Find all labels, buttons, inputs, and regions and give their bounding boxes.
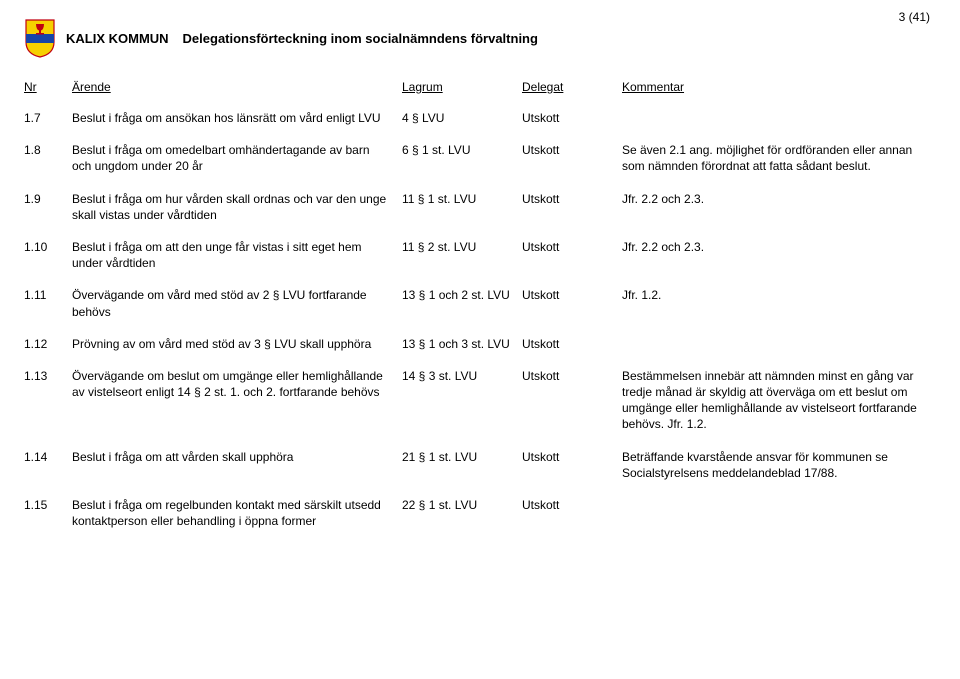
- cell-nr: 1.12: [24, 330, 72, 362]
- cell-nr: 1.15: [24, 491, 72, 539]
- cell-delegat: Utskott: [522, 362, 622, 443]
- cell-arende: Övervägande om vård med stöd av 2 § LVU …: [72, 281, 402, 329]
- cell-lagrum: 11 § 2 st. LVU: [402, 233, 522, 281]
- cell-delegat: Utskott: [522, 104, 622, 136]
- cell-kommentar: [622, 330, 936, 362]
- cell-lagrum: 6 § 1 st. LVU: [402, 136, 522, 184]
- col-lagrum: Lagrum: [402, 76, 522, 104]
- cell-arende: Beslut i fråga om hur vården skall ordna…: [72, 185, 402, 233]
- cell-delegat: Utskott: [522, 136, 622, 184]
- col-delegat: Delegat: [522, 76, 622, 104]
- table-row: 1.12Prövning av om vård med stöd av 3 § …: [24, 330, 936, 362]
- cell-nr: 1.7: [24, 104, 72, 136]
- cell-delegat: Utskott: [522, 491, 622, 539]
- col-kommentar: Kommentar: [622, 76, 936, 104]
- cell-arende: Beslut i fråga om omedelbart omhändertag…: [72, 136, 402, 184]
- cell-nr: 1.11: [24, 281, 72, 329]
- cell-lagrum: 14 § 3 st. LVU: [402, 362, 522, 443]
- cell-kommentar: Se även 2.1 ang. möjlighet för ordförand…: [622, 136, 936, 184]
- delegation-table: Nr Ärende Lagrum Delegat Kommentar 1.7Be…: [24, 76, 936, 539]
- cell-nr: 1.8: [24, 136, 72, 184]
- cell-delegat: Utskott: [522, 330, 622, 362]
- cell-kommentar: Jfr. 1.2.: [622, 281, 936, 329]
- cell-nr: 1.14: [24, 443, 72, 491]
- cell-kommentar: Bestämmelsen innebär att nämnden minst e…: [622, 362, 936, 443]
- cell-lagrum: 4 § LVU: [402, 104, 522, 136]
- table-row: 1.14Beslut i fråga om att vården skall u…: [24, 443, 936, 491]
- cell-nr: 1.13: [24, 362, 72, 443]
- table-header-row: Nr Ärende Lagrum Delegat Kommentar: [24, 76, 936, 104]
- cell-arende: Övervägande om beslut om umgänge eller h…: [72, 362, 402, 443]
- cell-kommentar: [622, 491, 936, 539]
- table-row: 1.9Beslut i fråga om hur vården skall or…: [24, 185, 936, 233]
- table-row: 1.13Övervägande om beslut om umgänge ell…: [24, 362, 936, 443]
- cell-kommentar: [622, 104, 936, 136]
- document-header: KALIX KOMMUN Delegationsförteckning inom…: [24, 18, 936, 58]
- cell-lagrum: 13 § 1 och 2 st. LVU: [402, 281, 522, 329]
- cell-lagrum: 11 § 1 st. LVU: [402, 185, 522, 233]
- cell-kommentar: Jfr. 2.2 och 2.3.: [622, 185, 936, 233]
- cell-delegat: Utskott: [522, 281, 622, 329]
- cell-arende: Beslut i fråga om regelbunden kontakt me…: [72, 491, 402, 539]
- table-row: 1.11Övervägande om vård med stöd av 2 § …: [24, 281, 936, 329]
- table-row: 1.7Beslut i fråga om ansökan hos länsrät…: [24, 104, 936, 136]
- cell-arende: Beslut i fråga om att den unge får vista…: [72, 233, 402, 281]
- col-nr: Nr: [24, 76, 72, 104]
- document-title: Delegationsförteckning inom socialnämnde…: [183, 31, 538, 46]
- cell-kommentar: Jfr. 2.2 och 2.3.: [622, 233, 936, 281]
- kalix-kommun-logo: [24, 18, 56, 58]
- cell-nr: 1.10: [24, 233, 72, 281]
- page-number: 3 (41): [899, 10, 930, 24]
- cell-arende: Beslut i fråga om ansökan hos länsrätt o…: [72, 104, 402, 136]
- cell-delegat: Utskott: [522, 185, 622, 233]
- org-name: KALIX KOMMUN: [66, 31, 169, 46]
- table-row: 1.15Beslut i fråga om regelbunden kontak…: [24, 491, 936, 539]
- cell-nr: 1.9: [24, 185, 72, 233]
- table-row: 1.10Beslut i fråga om att den unge får v…: [24, 233, 936, 281]
- col-arende: Ärende: [72, 76, 402, 104]
- cell-delegat: Utskott: [522, 443, 622, 491]
- cell-delegat: Utskott: [522, 233, 622, 281]
- cell-lagrum: 22 § 1 st. LVU: [402, 491, 522, 539]
- cell-arende: Beslut i fråga om att vården skall upphö…: [72, 443, 402, 491]
- cell-arende: Prövning av om vård med stöd av 3 § LVU …: [72, 330, 402, 362]
- table-row: 1.8Beslut i fråga om omedelbart omhänder…: [24, 136, 936, 184]
- cell-kommentar: Beträffande kvarstående ansvar för kommu…: [622, 443, 936, 491]
- cell-lagrum: 21 § 1 st. LVU: [402, 443, 522, 491]
- cell-lagrum: 13 § 1 och 3 st. LVU: [402, 330, 522, 362]
